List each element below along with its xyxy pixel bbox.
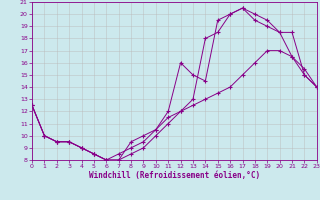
X-axis label: Windchill (Refroidissement éolien,°C): Windchill (Refroidissement éolien,°C): [89, 171, 260, 180]
